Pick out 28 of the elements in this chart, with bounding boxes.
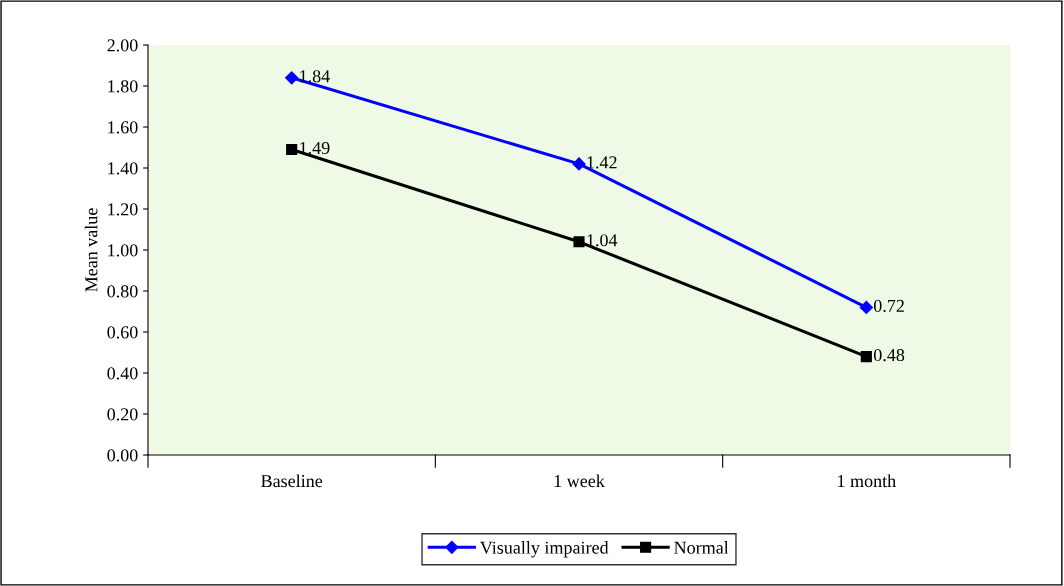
point [286,143,298,156]
point [572,157,586,171]
y-tick-label: 0.80 [107,285,138,298]
y-tick-label: 1.20 [108,203,138,216]
y-tick-label: 1.40 [108,162,138,175]
point [285,71,299,85]
point [859,300,873,314]
y-tick-label: 0.20 [107,408,138,421]
y-tick-label: 0.00 [107,449,138,462]
y-tick-label: 0.40 [107,367,138,380]
y-tick-label: 1.60 [108,121,138,134]
legend-label: Normal [674,541,729,554]
y-tick-label: 0.60 [107,326,138,339]
data-label: 0.72 [873,299,904,312]
y-tick-label: 1.00 [108,244,138,257]
x-tick-label: Baseline [261,474,323,488]
data-label: 1.84 [300,70,330,83]
x-tick-label: 1 month [838,474,896,488]
data-label: 1.04 [587,234,618,247]
point [573,236,585,248]
point [860,351,872,363]
legend-label: Visually impaired [480,541,609,558]
y-tick-label: 1.80 [108,80,138,93]
data-label: 1.42 [587,156,617,169]
x-tick-label: 1 week [554,474,605,488]
data-label: 0.48 [873,348,905,362]
y-tick-label: 2.00 [107,39,138,52]
y-axis-title: Mean value [84,208,98,292]
